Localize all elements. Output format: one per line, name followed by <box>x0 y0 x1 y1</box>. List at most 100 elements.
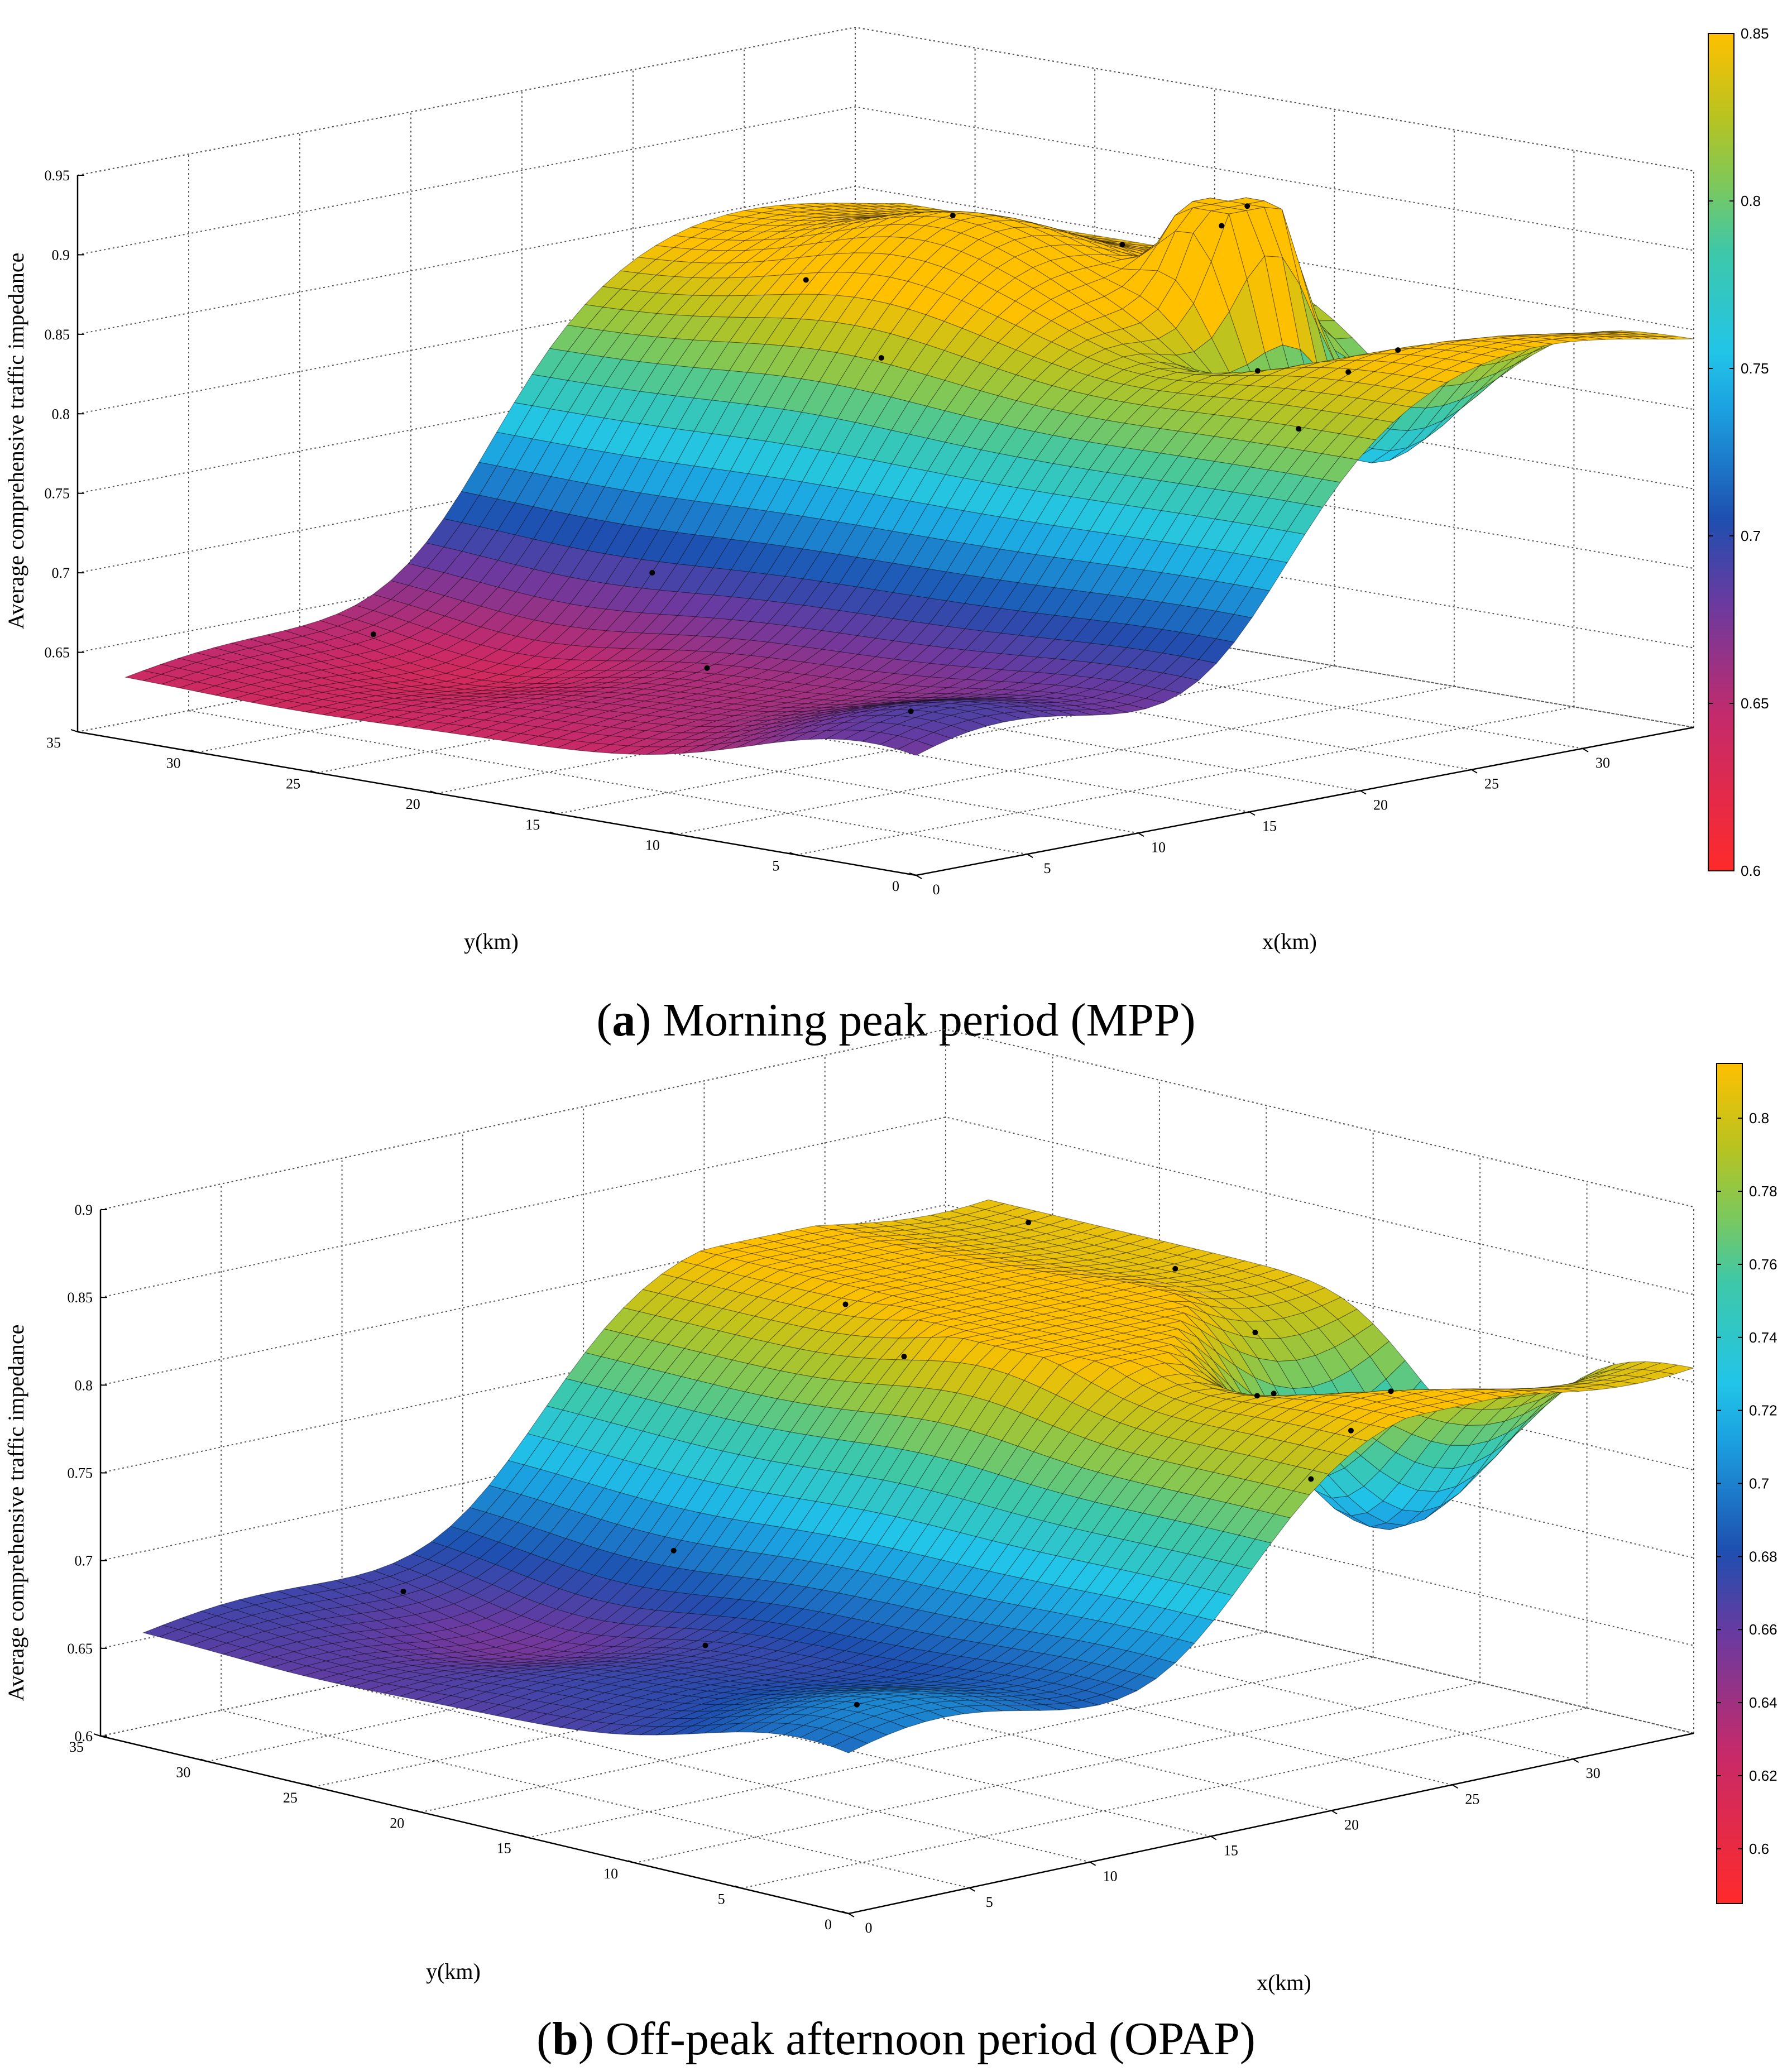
surface-patch <box>658 1407 695 1440</box>
floor-gridline-x <box>410 668 1250 813</box>
x-axis-line <box>916 726 1694 876</box>
y-axis-label: y(km) <box>464 929 519 954</box>
sample-point <box>803 277 809 283</box>
surface-patch <box>875 618 912 641</box>
surface-patch <box>1100 1297 1137 1306</box>
surface-patch <box>770 713 807 721</box>
surface-patch <box>587 608 625 631</box>
sample-point <box>1119 242 1125 248</box>
surface-patch <box>395 719 431 728</box>
colorbar-tick-label: 0.62 <box>1749 1767 1777 1784</box>
surface-patch <box>501 733 540 744</box>
floor-gridline-x <box>221 1709 970 1888</box>
surface-patch <box>754 1428 791 1461</box>
colorbar-tick-label: 0.85 <box>1741 25 1769 42</box>
surface-patch <box>1086 333 1124 349</box>
surface-patch <box>897 740 935 756</box>
surface-patch <box>1203 1321 1239 1352</box>
x-tick-mark <box>1090 1861 1096 1866</box>
z-axis-label: Average comprehensive traffic impedance <box>3 1325 28 1701</box>
surface-patch <box>815 1471 852 1505</box>
x-tick-mark <box>916 875 922 879</box>
surface-patch <box>897 702 933 707</box>
surface-patch <box>698 702 735 709</box>
y-tick-mark <box>414 1809 421 1813</box>
surface-patch <box>1057 709 1093 716</box>
sample-point <box>901 1354 907 1360</box>
surface-patch <box>651 1319 688 1345</box>
surface-patch <box>430 715 467 725</box>
surface-patch <box>1331 1495 1368 1516</box>
surface-patch <box>905 1388 942 1420</box>
sample-point <box>400 1588 406 1594</box>
y-tick-mark <box>70 729 78 732</box>
surface-patch <box>693 368 730 401</box>
y-tick-label: 10 <box>603 1866 618 1882</box>
caption-open-paren: ( <box>596 994 612 1046</box>
y-tick-label: 15 <box>525 817 540 833</box>
surface-patch <box>860 702 896 707</box>
surface-patch <box>606 648 644 661</box>
surface-patch <box>802 519 839 552</box>
surface-patch <box>1126 650 1163 670</box>
surface-patch <box>690 1415 727 1448</box>
surface-patch <box>142 664 180 675</box>
surface-patch <box>421 1581 458 1597</box>
surface-patch <box>710 1388 746 1420</box>
surface-patch <box>1051 369 1089 391</box>
surface-patch <box>779 207 816 213</box>
surface-patch <box>1108 667 1146 683</box>
surface-patch <box>565 1633 602 1645</box>
surface-patch <box>924 1298 960 1308</box>
sample-point <box>854 1701 860 1708</box>
surface-patch <box>943 251 980 275</box>
x-tick-label: 15 <box>1224 1843 1238 1859</box>
surface-patch <box>286 688 323 697</box>
surface-patch <box>1075 1276 1111 1283</box>
surface-patch <box>825 708 861 715</box>
surface-patch <box>626 1398 663 1432</box>
surface-patch <box>1266 375 1304 389</box>
surface-patch <box>918 1315 954 1324</box>
surface-patch <box>751 679 787 689</box>
z-tick-label: 0.8 <box>75 1377 93 1393</box>
surface-patch <box>942 233 980 252</box>
surface-patch <box>645 709 681 717</box>
sample-point <box>1172 1265 1178 1272</box>
surface-patch <box>1159 409 1197 432</box>
surface-patch <box>965 630 1002 653</box>
surface-patch <box>1078 1273 1114 1277</box>
surface-patch <box>942 211 978 214</box>
caption-close-paren: ) <box>578 2013 606 2065</box>
surface-patch <box>1205 1266 1243 1277</box>
surface-patch <box>1195 414 1233 437</box>
surface-patch <box>1468 1421 1506 1446</box>
surface-patch <box>319 648 358 659</box>
surface-patch <box>979 1222 1014 1231</box>
surface-patch <box>735 1458 772 1491</box>
surface-patch <box>646 731 682 740</box>
surface-patch <box>1605 336 1641 340</box>
surface-patch <box>469 1602 506 1619</box>
surface-patch <box>1264 256 1301 351</box>
surface-patch <box>390 585 428 606</box>
surface-patch <box>1334 1508 1371 1527</box>
surface-patch <box>932 703 969 708</box>
z-tick-label: 0.9 <box>52 247 70 263</box>
tick-labels: 0 5 10 15 20 25 30 0 5 10 15 20 25 30 350.6 0.65 0.7 0.75… <box>68 1202 1601 1936</box>
surface-patch <box>597 1360 634 1391</box>
sample-point <box>908 708 914 715</box>
surface-patch <box>250 653 286 663</box>
surface-patch <box>873 463 911 498</box>
surface-patch <box>969 1401 1005 1436</box>
sample-point <box>878 355 884 361</box>
colorbar: 0.6 0.65 0.7 0.75 0.8 0.85 <box>1708 25 1769 879</box>
surface-patch <box>986 712 1023 722</box>
x-tick-label: 10 <box>1103 1868 1118 1885</box>
surface-patch <box>981 484 1018 517</box>
surface-patch <box>852 215 888 221</box>
surface-patch <box>1123 1329 1159 1337</box>
z-tick-label: 0.65 <box>68 1641 93 1657</box>
z-tick-label: 0.8 <box>52 406 70 422</box>
surface-patch <box>1339 416 1376 437</box>
